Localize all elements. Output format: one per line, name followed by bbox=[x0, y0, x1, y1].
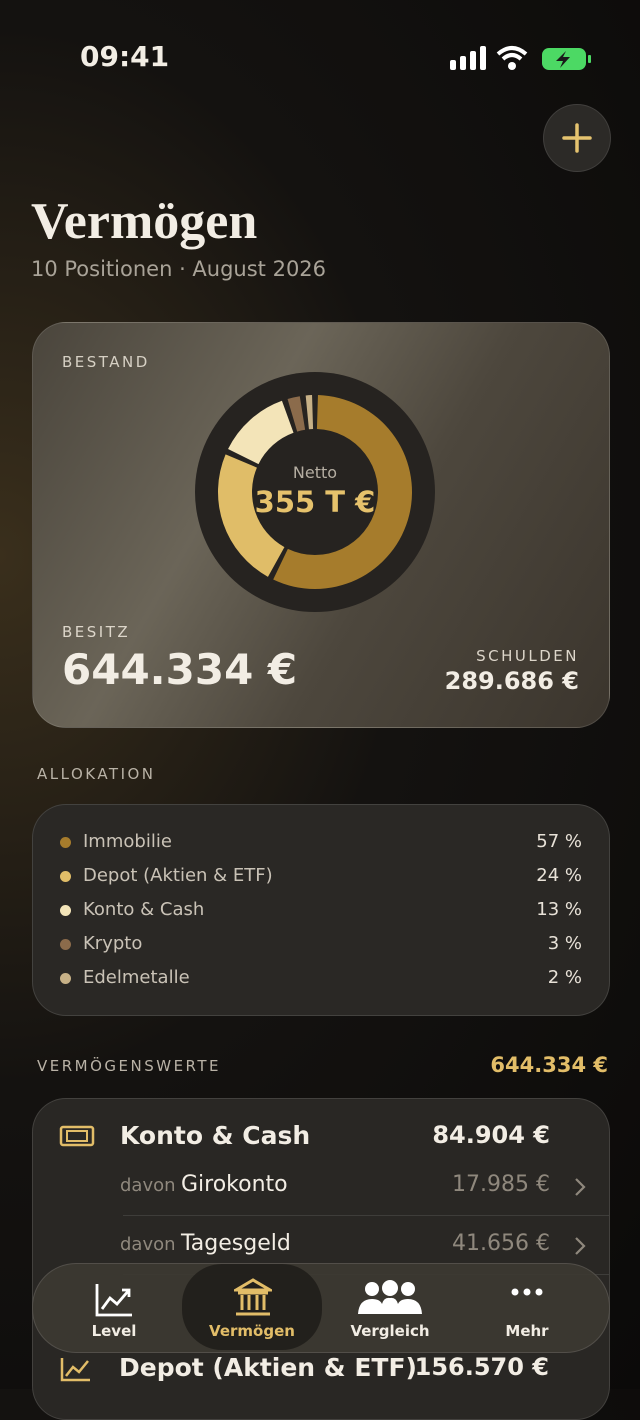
assets-title: VERMÖGENSWERTE bbox=[37, 1057, 222, 1075]
allocation-value: 57 % bbox=[536, 831, 582, 852]
legend-dot bbox=[60, 871, 71, 882]
tab-icon bbox=[358, 1280, 422, 1314]
group-amount: 84.904 € bbox=[432, 1121, 550, 1149]
allocation-card: Immobilie 57 % Depot (Aktien & ETF) 24 % Kon… bbox=[32, 804, 610, 1016]
account-prefix: davon bbox=[120, 1175, 176, 1196]
tab-icon bbox=[234, 1278, 272, 1316]
status-icons bbox=[450, 46, 591, 70]
allocation-value: 24 % bbox=[536, 865, 582, 886]
legend-dot bbox=[60, 905, 71, 916]
debts-label: SCHULDEN bbox=[476, 647, 579, 665]
chart-icon bbox=[60, 1358, 90, 1382]
tab-icon bbox=[95, 1284, 132, 1317]
donut-center-value: 355 T € bbox=[254, 485, 376, 519]
account-name[interactable]: Tagesgeld bbox=[181, 1231, 291, 1256]
allocation-title: ALLOKATION bbox=[37, 765, 156, 783]
allocation-value: 13 % bbox=[536, 899, 582, 920]
account-amount: 41.656 € bbox=[452, 1231, 550, 1256]
allocation-row: Immobilie 57 % bbox=[33, 825, 609, 859]
page-subtitle: 10 Positionen · August 2026 bbox=[31, 257, 327, 281]
donut-segment bbox=[305, 395, 314, 430]
tab-label: Level bbox=[91, 1322, 137, 1340]
allocation-name: Immobilie bbox=[83, 831, 172, 852]
donut-segment bbox=[218, 454, 285, 577]
allocation-name: Konto & Cash bbox=[83, 899, 205, 920]
legend-dot bbox=[60, 837, 71, 848]
summary-label: BESTAND bbox=[62, 353, 150, 371]
allocation-name: Depot (Aktien & ETF) bbox=[83, 865, 273, 886]
group-name: Depot (Aktien & ETF) bbox=[119, 1353, 417, 1382]
legend-dot bbox=[60, 973, 71, 984]
allocation-row: Depot (Aktien & ETF) 24 % bbox=[33, 859, 609, 893]
tab-label: Vergleich bbox=[350, 1322, 430, 1340]
donut-center-label: Netto bbox=[292, 463, 338, 482]
assets-label: BESITZ bbox=[62, 623, 131, 641]
allocation-row: Konto & Cash 13 % bbox=[33, 893, 609, 927]
donut-segment bbox=[273, 395, 413, 589]
chevron bbox=[575, 1237, 586, 1255]
tab[interactable]: Vergleich bbox=[320, 1264, 460, 1350]
status-time: 09:41 bbox=[80, 40, 170, 73]
tab-label: Mehr bbox=[505, 1322, 549, 1340]
tab-label: Vermögen bbox=[209, 1322, 295, 1340]
tab[interactable]: Level bbox=[44, 1264, 184, 1350]
allocation-name: Edelmetalle bbox=[83, 967, 190, 988]
account-prefix: davon bbox=[120, 1234, 176, 1255]
allocation-value: 2 % bbox=[547, 967, 582, 988]
chevron bbox=[575, 1178, 586, 1196]
group-name: Konto & Cash bbox=[120, 1121, 311, 1150]
group-amount: 156.570 € bbox=[414, 1353, 549, 1381]
allocation-row: Edelmetalle 2 % bbox=[33, 961, 609, 995]
donut-segment bbox=[228, 400, 294, 465]
debts-value: 289.686 € bbox=[444, 667, 579, 695]
allocation-name: Krypto bbox=[83, 933, 143, 954]
tab-bar: Level Vermögen Vergleich Mehr bbox=[32, 1263, 610, 1353]
legend-dot bbox=[60, 939, 71, 950]
allocation-row: Krypto 3 % bbox=[33, 927, 609, 961]
account-amount: 17.985 € bbox=[452, 1172, 550, 1197]
summary-card: BESTAND Netto 355 T € BESITZ 644.334 € S… bbox=[32, 322, 610, 728]
plus-icon bbox=[562, 123, 592, 153]
tab-icon bbox=[511, 1288, 543, 1296]
tab[interactable]: Mehr bbox=[457, 1264, 597, 1350]
assets-total: 644.334 € bbox=[490, 1053, 608, 1077]
page-title: Vermögen bbox=[31, 193, 258, 250]
donut-chart bbox=[195, 372, 435, 612]
cash-icon bbox=[59, 1125, 95, 1147]
add-button[interactable] bbox=[543, 104, 611, 172]
divider bbox=[123, 1215, 609, 1216]
account-name[interactable]: Girokonto bbox=[181, 1172, 288, 1197]
allocation-value: 3 % bbox=[547, 933, 582, 954]
tab[interactable]: Vermögen bbox=[182, 1264, 322, 1350]
asset-group-card[interactable]: Konto & Cash 84.904 € davon Girokonto 17… bbox=[32, 1098, 610, 1420]
donut-segment bbox=[287, 396, 306, 432]
assets-value: 644.334 € bbox=[62, 645, 298, 694]
